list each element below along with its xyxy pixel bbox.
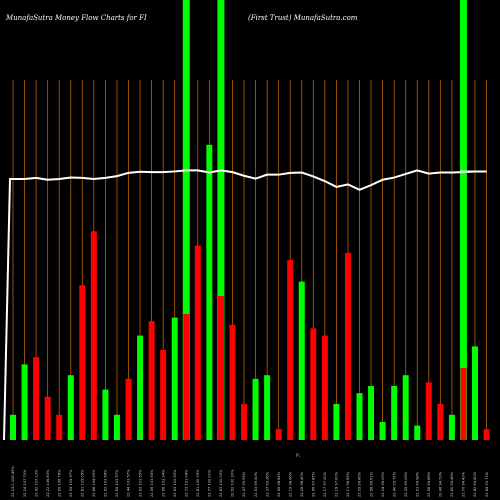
x-tick-label: 22.08 98.40% [300,471,304,497]
money-flow-bar [10,414,16,440]
x-tick-label: 22.84 93.73% [485,471,489,497]
x-tick-label: 22.51 94.98% [415,471,419,497]
x-tick-label: 22.11 96.89% [346,471,350,497]
x-tick-label: 22.66 103.34% [161,469,165,497]
money-flow-bar [160,350,167,440]
x-tick-label: 22.15 98.66% [288,471,292,497]
x-tick-label: 22.05 96.86% [358,471,362,497]
money-flow-bar [391,386,398,440]
money-flow-bar [414,425,421,440]
money-flow-bar [310,328,317,440]
full-height-marker-bar [459,0,467,440]
money-flow-bar [33,357,40,440]
money-flow-bar [56,414,63,440]
money-flow-bar [194,245,201,440]
money-flow-bar [356,393,363,440]
money-flow-bar [90,231,97,440]
money-flow-bar [368,386,375,440]
money-flow-bar [183,314,190,440]
money-flow-bar [321,335,328,440]
money-flow-bar [102,389,109,440]
x-tick-label: 22.56 94.88% [427,471,431,497]
x-tick-label: 22.70 94.43% [462,471,466,497]
money-flow-bar [483,429,490,440]
x-tick-label: 22.82 94.40% [473,471,477,497]
price-line-layer [3,169,487,441]
x-tick-label: 22.22 106.83% [46,469,50,497]
money-flow-bar [275,429,282,440]
money-flow-bar [460,368,467,440]
x-tick-labels: 22.03.0 108.45% 22.24 107.70% 22.42 107.13… [11,466,489,497]
x-tick-label: 22.58 96.61% [369,471,373,497]
x-tick-label: 22.24 107.70% [23,469,27,497]
x-tick-label: 22.86 104.90% [92,469,96,497]
money-flow-bar [252,378,259,440]
x-tick-label: 22.37 99.36% [265,471,269,497]
money-flow-bar [402,375,409,440]
money-flow-bars [10,0,490,441]
x-tick-label: 22.03.0 108.45% [11,466,15,497]
x-tick-label: 22.65 103.57% [115,469,119,497]
money-flow-bar [298,281,305,440]
x-tick-label: 22.44 103.57% [127,469,131,497]
money-flow-bar [333,404,340,440]
x-tick-label: 22.60 94.46% [450,471,454,497]
money-flow-bar [217,296,224,440]
x-tick-label: 22.77 100.01% [208,469,212,497]
chart-subtitle: (First Trust) MunafaSutra.com [248,14,358,22]
x-tick-label: 22.49 103.55% [150,469,154,497]
full-height-marker-bar [217,0,225,440]
money-flow-bar [472,346,478,440]
money-flow-bar [448,414,455,440]
x-tick-label: 22.53 99.40% [254,471,258,497]
x-tick-label: 22.42 107.13% [34,469,38,497]
money-flow-bar [44,396,51,440]
x-tick-label: 22.17 97.20% [323,471,327,497]
money-flow-bar [79,285,86,440]
x-tick-label: 22.46 94.73% [439,471,443,497]
money-flow-bar [264,375,271,440]
money-flow-bar [241,404,247,440]
x-tick-label: 22.55 105.97% [69,469,73,497]
chart-title: MunafaSutra Money Flow Charts for FI [5,14,147,22]
x-tick-label: 22.19 97.00% [335,471,339,497]
x-tick-label: 22.45 97.85% [312,471,316,497]
money-flow-bar [171,317,178,440]
x-tick-label: 22.73 101.04% [184,469,188,497]
price-line [3,169,487,441]
x-tick-label: 22.40 95.72% [392,471,396,497]
full-height-marker-bar [182,0,190,440]
money-flow-bar [344,252,351,440]
x-tick-label: 22.39 95.08% [404,471,408,497]
money-flow-bar [67,375,74,440]
money-flow-bar [206,144,213,441]
x-tick-label: 22.24 96.09% [381,471,385,497]
money-flow-bar [21,364,28,440]
x-tick-label: 22.81 100.39% [196,469,200,497]
x-tick-label: 22.81 105.05% [81,469,85,497]
money-flow-bar [148,321,155,440]
x-tick-label: 22.69 106.76% [57,469,61,497]
money-flow-bar [437,404,444,440]
x-tick-label: 22.83 100.00% [219,469,223,497]
x-tick-label: 22.45 98.84% [277,471,281,497]
x-tick-label: 22.62 100.30% [231,469,235,497]
money-flow-bar [113,414,120,440]
x-tick-label: 22.63 103.55% [138,469,142,497]
money-flow-bar [229,324,236,440]
money-flow-bar [125,378,132,440]
money-flow-bar [425,382,432,440]
x-axis-mark: F\ [296,453,300,458]
x-tick-label: 22.62 103.58% [104,469,108,497]
money-flow-bar [137,335,144,440]
money-flow-bar [287,260,294,440]
x-tick-label: 22.63 102.50% [173,469,177,497]
x-tick-label: 22.47 99.95% [242,471,246,497]
money-flow-bar [379,422,386,440]
